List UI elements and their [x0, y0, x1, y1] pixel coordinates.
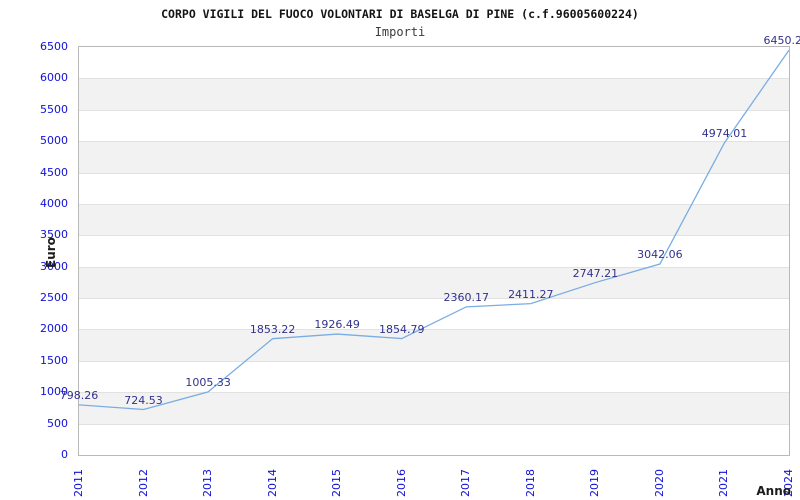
- x-tick-label: 2016: [394, 469, 408, 497]
- gridline: [79, 329, 789, 331]
- y-tick-label: 4000: [40, 196, 68, 210]
- data-point-label: 2747.21: [572, 266, 619, 280]
- data-point-label: 724.53: [124, 393, 163, 407]
- y-tick-label: 0: [61, 448, 68, 461]
- data-point-label: 2411.27: [508, 287, 554, 301]
- y-axis-label: Euro: [44, 237, 58, 268]
- plot-band: [79, 392, 789, 424]
- y-tick-label: 2000: [40, 322, 68, 336]
- data-point-label: 798.26: [59, 388, 99, 402]
- plot-band: [79, 47, 789, 79]
- x-tick-label: 2013: [201, 469, 215, 497]
- gridline: [79, 109, 789, 111]
- data-point-label: 1854.79: [378, 322, 425, 336]
- y-tick-label: 4500: [40, 165, 68, 179]
- series-line: [79, 49, 789, 411]
- x-axis-label: Anno: [756, 484, 791, 498]
- data-point-label: 4974.01: [701, 126, 748, 140]
- gridline: [79, 266, 789, 268]
- data-point-label: 1005.33: [185, 375, 231, 389]
- y-tick-label: 3500: [40, 228, 68, 242]
- gridline: [79, 203, 789, 205]
- plot-band: [79, 109, 789, 142]
- x-tick-label: 2014: [265, 469, 279, 497]
- y-tick-label: 1500: [40, 353, 68, 367]
- plot-band: [79, 203, 789, 236]
- y-tick-label: 2500: [40, 291, 68, 305]
- data-point-label: 1926.49: [314, 318, 360, 332]
- gridline: [79, 235, 789, 237]
- chart-subtitle: Importi: [374, 25, 426, 39]
- y-tick-label: 6500: [40, 40, 68, 53]
- line-series-svg: [79, 49, 789, 411]
- plot-band: [79, 141, 789, 173]
- x-tick-label: 2012: [136, 469, 150, 497]
- plot-band: [79, 329, 789, 361]
- gridline: [79, 298, 789, 300]
- gridline: [79, 141, 789, 143]
- y-tick-label: 5000: [40, 134, 68, 148]
- y-tick-label: 5500: [40, 102, 68, 116]
- y-tick-label: 3000: [40, 259, 68, 273]
- gridline: [79, 392, 789, 394]
- plot-band: [79, 298, 789, 330]
- plot-band: [79, 266, 789, 299]
- x-tick-label: 2018: [523, 469, 537, 497]
- plot-band: [79, 423, 789, 455]
- plot-band: [79, 78, 789, 110]
- y-tick-label: 6000: [40, 71, 68, 85]
- x-tick-label: 2011: [72, 469, 85, 497]
- gridline: [79, 172, 789, 174]
- gridline: [79, 78, 789, 80]
- data-point-label: 3042.06: [637, 248, 683, 262]
- data-point-label: 6450.2: [763, 34, 800, 48]
- plot-band: [79, 235, 789, 267]
- x-tick-label: 2021: [717, 469, 731, 497]
- x-tick-label: 2015: [330, 469, 344, 497]
- plot-band: [79, 360, 789, 393]
- x-tick-label: 2017: [459, 469, 473, 497]
- y-tick-label: 500: [47, 416, 68, 430]
- data-point-label: 2360.17: [443, 290, 490, 304]
- x-tick-label: 2019: [588, 469, 602, 497]
- chart-title: CORPO VIGILI DEL FUOCO VOLONTARI DI BASE…: [161, 7, 639, 21]
- gridline: [79, 360, 789, 362]
- y-tick-label: 1000: [40, 385, 68, 399]
- x-tick-label: 2020: [652, 469, 666, 497]
- gridline: [79, 423, 789, 425]
- plot-area: [78, 46, 790, 456]
- plot-band: [79, 172, 789, 204]
- data-point-label: 1853.22: [249, 322, 296, 336]
